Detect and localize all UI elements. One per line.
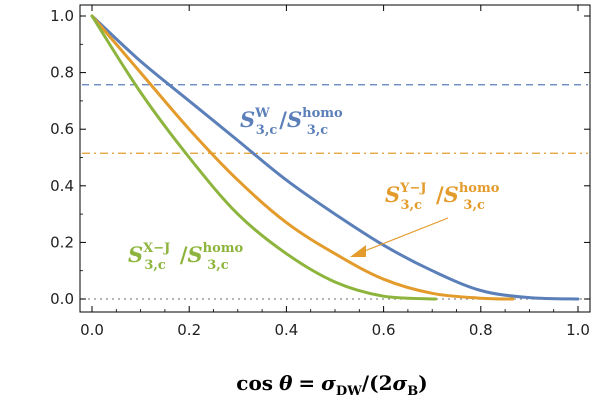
y-tick-label-2: 0.4 [50,177,74,195]
label-y-j: SY−J 3,c/Shomo 3,c [385,181,500,213]
series-line-0 [90,14,580,301]
axis-ticks [80,5,590,312]
x-tick-label-0: 0.0 [80,321,104,339]
x-tick-label-2: 0.4 [274,321,298,339]
y-tick-label-5: 1.0 [50,7,74,25]
y-tick-label-1: 0.2 [50,233,74,251]
x-tick-label-5: 1.0 [566,321,590,339]
y-tick-label-3: 0.6 [50,120,74,138]
series-line-1 [90,14,515,301]
label-x-j: SX−J 3,c/Shomo 3,c [128,241,244,273]
x-tick-label-4: 0.8 [469,321,493,339]
label-w: SW 3,c/Shomo 3,c [240,106,343,138]
x-tick-label-1: 0.2 [177,321,201,339]
y-tick-label-4: 0.8 [50,64,74,82]
series-line-2 [90,14,438,301]
tick-labels: 0.0 0.2 0.4 0.6 0.8 1.0 0.0 0.2 0.4 0.6 0.8 1.0 [50,7,590,339]
x-tick-label-3: 0.6 [372,321,396,339]
y-tick-label-0: 0.0 [50,290,74,308]
annotation-arrow [350,217,449,257]
x-axis-label: cos θ = σDW/(2σB) [236,371,427,399]
series-lines [90,14,580,301]
